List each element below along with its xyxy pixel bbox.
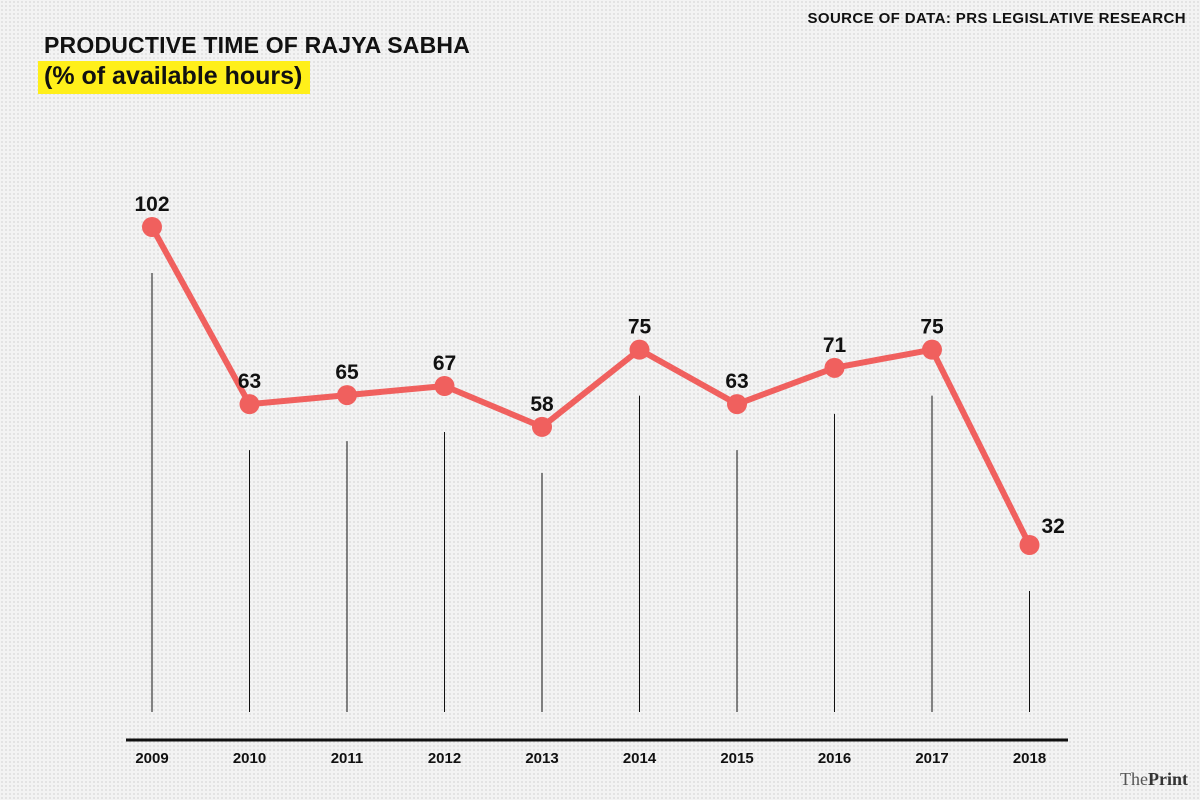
data-point	[142, 217, 162, 237]
data-point	[532, 416, 552, 437]
data-label: 75	[628, 316, 652, 339]
x-tick-label: 2014	[623, 750, 657, 767]
brand-prefix: The	[1120, 769, 1148, 789]
data-point	[922, 339, 942, 360]
x-tick-label: 2012	[428, 750, 461, 767]
x-tick-label: 2017	[915, 750, 948, 767]
data-label: 102	[134, 193, 169, 216]
x-tick-label: 2015	[720, 750, 753, 767]
chart-subtitle: (% of available hours)	[38, 61, 311, 94]
data-point	[727, 394, 747, 415]
data-label: 71	[823, 334, 847, 357]
data-labels: 102 63 65 67 58 75 63 71 75 32	[134, 193, 1064, 538]
data-point	[239, 394, 260, 415]
data-label: 67	[433, 352, 456, 375]
x-tick-label: 2009	[135, 750, 168, 767]
data-label: 65	[335, 361, 359, 384]
data-point	[337, 385, 357, 406]
x-tick-labels: 2009 2010 2011 2012 2013 2014 2015 2016 2017 2018	[135, 750, 1046, 767]
data-points	[142, 217, 1040, 555]
data-point	[629, 339, 650, 360]
data-point	[824, 357, 845, 378]
x-tick-label: 2013	[525, 750, 558, 767]
data-point	[1019, 535, 1040, 555]
x-tick-label: 2011	[331, 750, 364, 767]
brand-logo: ThePrint	[1120, 769, 1188, 790]
x-tick-label: 2010	[233, 750, 266, 767]
data-label: 63	[238, 370, 261, 393]
data-source-note: SOURCE OF DATA: PRS LEGISLATIVE RESEARCH	[807, 10, 1186, 27]
chart-title: PRODUCTIVE TIME OF RAJYA SABHA	[44, 32, 471, 58]
data-label: 32	[1042, 515, 1065, 538]
data-label: 75	[920, 316, 944, 339]
data-label: 58	[530, 393, 554, 416]
series-line	[149, 224, 1033, 548]
year-stems	[151, 273, 1030, 712]
data-point	[434, 376, 455, 396]
x-tick-label: 2016	[818, 750, 851, 767]
brand-name: Print	[1148, 769, 1188, 789]
data-label: 63	[725, 370, 748, 393]
x-tick-label: 2018	[1013, 750, 1046, 767]
